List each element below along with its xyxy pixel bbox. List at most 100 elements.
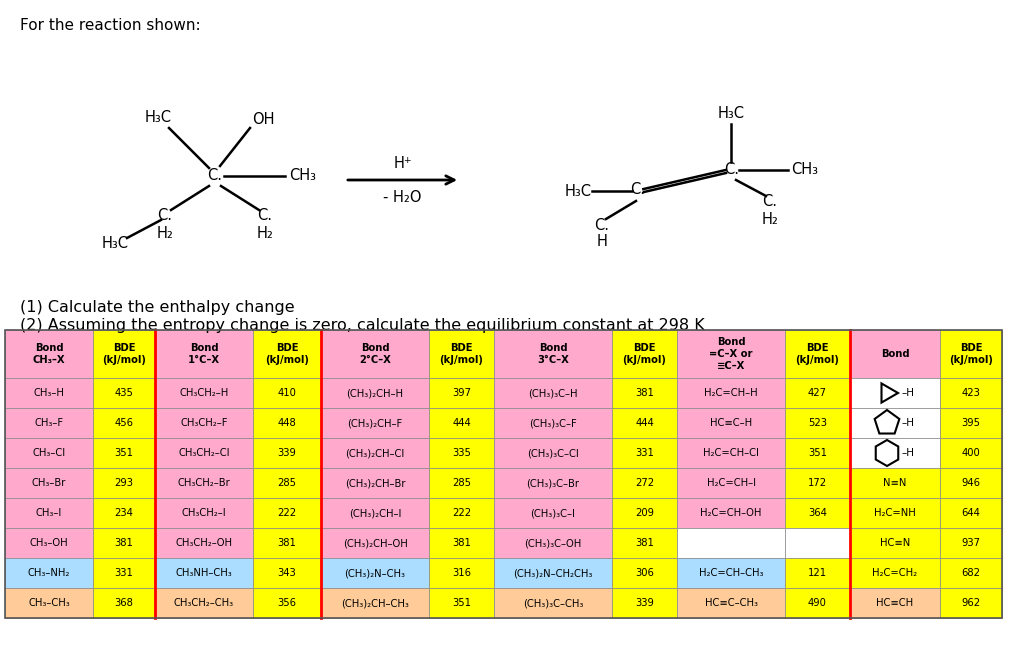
- Text: 331: 331: [115, 568, 133, 578]
- Text: CH₃–NH₂: CH₃–NH₂: [28, 568, 71, 578]
- Text: –H: –H: [902, 418, 915, 428]
- Bar: [940, 330, 1002, 378]
- Text: H₂C=CH–Cl: H₂C=CH–Cl: [703, 448, 759, 458]
- Bar: [155, 498, 253, 528]
- Text: - H₂O: - H₂O: [383, 190, 422, 206]
- Bar: [494, 558, 612, 588]
- Bar: [940, 408, 1002, 438]
- Bar: [785, 558, 850, 588]
- Bar: [612, 558, 677, 588]
- Text: C.: C.: [631, 182, 645, 198]
- Bar: [253, 558, 321, 588]
- Bar: [850, 330, 940, 378]
- Text: Bond: Bond: [881, 349, 909, 359]
- Text: 368: 368: [115, 598, 133, 608]
- Text: CH₃–F: CH₃–F: [35, 418, 63, 428]
- Text: BDE
(kJ/mol): BDE (kJ/mol): [439, 343, 483, 365]
- Bar: [93, 558, 155, 588]
- Text: 351: 351: [452, 598, 471, 608]
- Text: (CH₃)₃C–Cl: (CH₃)₃C–Cl: [527, 448, 579, 458]
- Text: CH₃CH₂–CH₃: CH₃CH₂–CH₃: [174, 598, 234, 608]
- Text: 339: 339: [278, 448, 296, 458]
- Text: (1) Calculate the enthalpy change: (1) Calculate the enthalpy change: [20, 300, 295, 315]
- Bar: [612, 588, 677, 618]
- Text: H: H: [597, 234, 607, 250]
- Text: BDE
(kJ/mol): BDE (kJ/mol): [949, 343, 993, 365]
- Bar: [850, 438, 940, 468]
- Text: 335: 335: [452, 448, 471, 458]
- Text: 435: 435: [115, 388, 133, 398]
- Bar: [155, 378, 253, 408]
- Text: CH₃CH₂–I: CH₃CH₂–I: [181, 508, 226, 518]
- Text: C.: C.: [725, 162, 739, 176]
- Text: –H: –H: [901, 388, 914, 398]
- Bar: [253, 378, 321, 408]
- Text: CH₃NH–CH₃: CH₃NH–CH₃: [176, 568, 232, 578]
- Text: 444: 444: [453, 418, 471, 428]
- Text: (CH₃)₃C–I: (CH₃)₃C–I: [530, 508, 575, 518]
- Bar: [850, 468, 940, 498]
- Text: Bond
CH₃–X: Bond CH₃–X: [33, 343, 66, 365]
- Text: C.: C.: [257, 208, 272, 224]
- Text: 364: 364: [808, 508, 827, 518]
- Bar: [253, 408, 321, 438]
- Text: C.: C.: [763, 194, 777, 210]
- Bar: [494, 378, 612, 408]
- Text: C.: C.: [158, 208, 172, 224]
- Bar: [321, 468, 429, 498]
- Text: BDE
(kJ/mol): BDE (kJ/mol): [102, 343, 146, 365]
- Bar: [494, 408, 612, 438]
- Text: N≡N: N≡N: [884, 478, 906, 488]
- Text: 381: 381: [115, 538, 133, 548]
- Bar: [93, 498, 155, 528]
- Text: 222: 222: [278, 508, 297, 518]
- Bar: [321, 438, 429, 468]
- Bar: [5, 330, 93, 378]
- Bar: [940, 378, 1002, 408]
- Bar: [155, 330, 253, 378]
- Bar: [940, 438, 1002, 468]
- Bar: [429, 438, 494, 468]
- Text: 209: 209: [635, 508, 654, 518]
- Text: BDE
(kJ/mol): BDE (kJ/mol): [623, 343, 667, 365]
- Bar: [93, 438, 155, 468]
- Text: HC≡C–CH₃: HC≡C–CH₃: [705, 598, 758, 608]
- Bar: [253, 528, 321, 558]
- Bar: [940, 588, 1002, 618]
- Bar: [5, 498, 93, 528]
- Bar: [785, 378, 850, 408]
- Text: Bond
3°C–X: Bond 3°C–X: [537, 343, 569, 365]
- Text: 356: 356: [278, 598, 297, 608]
- Bar: [155, 528, 253, 558]
- Text: Bond
2°C–X: Bond 2°C–X: [359, 343, 391, 365]
- Text: 234: 234: [115, 508, 133, 518]
- Bar: [155, 588, 253, 618]
- Bar: [785, 588, 850, 618]
- Bar: [93, 528, 155, 558]
- Bar: [5, 558, 93, 588]
- Bar: [850, 588, 940, 618]
- Text: (CH₃)₂N–CH₃: (CH₃)₂N–CH₃: [344, 568, 406, 578]
- Text: 427: 427: [808, 388, 827, 398]
- Bar: [494, 330, 612, 378]
- Bar: [5, 468, 93, 498]
- Text: 316: 316: [452, 568, 471, 578]
- Text: HC≡CH: HC≡CH: [877, 598, 913, 608]
- Text: CH₃–H: CH₃–H: [34, 388, 65, 398]
- Text: CH₃: CH₃: [792, 162, 818, 178]
- Text: 351: 351: [808, 448, 827, 458]
- Text: 272: 272: [635, 478, 654, 488]
- Text: 331: 331: [635, 448, 654, 458]
- Bar: [850, 378, 940, 408]
- Text: 946: 946: [962, 478, 981, 488]
- Text: 381: 381: [635, 538, 654, 548]
- Text: CH₃CH₂–Cl: CH₃CH₂–Cl: [178, 448, 229, 458]
- Bar: [253, 330, 321, 378]
- Bar: [429, 588, 494, 618]
- Bar: [494, 498, 612, 528]
- Text: 343: 343: [278, 568, 296, 578]
- Text: 423: 423: [962, 388, 980, 398]
- Text: CH₃–CH₃: CH₃–CH₃: [28, 598, 70, 608]
- Bar: [850, 498, 940, 528]
- Text: 490: 490: [808, 598, 827, 608]
